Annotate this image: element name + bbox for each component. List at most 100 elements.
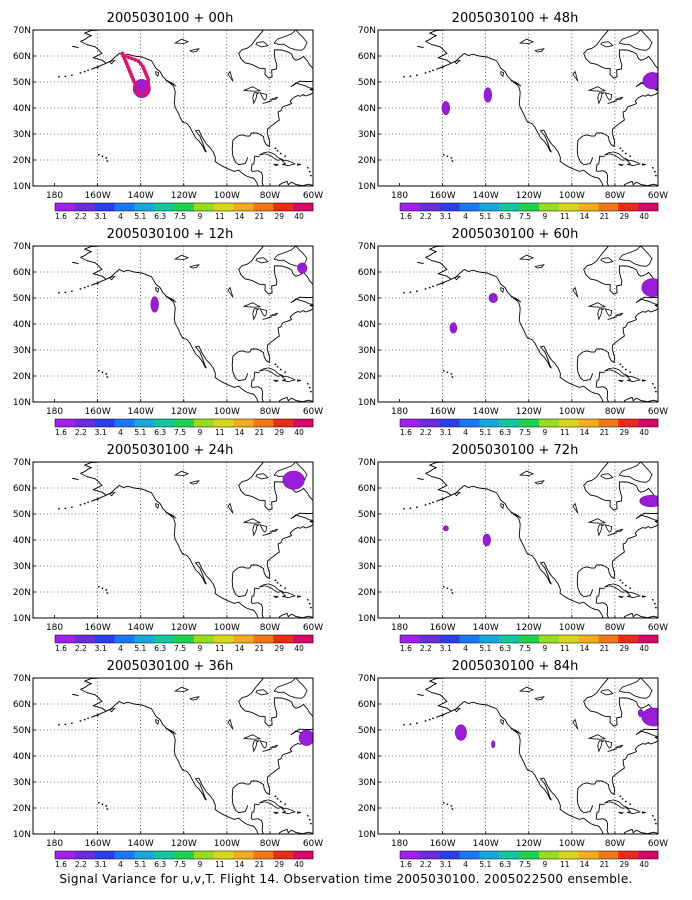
colorbar-label: 14	[580, 212, 590, 221]
colorbar-swatch	[400, 203, 421, 211]
island-dot	[624, 368, 627, 371]
colorbar-label: 11	[215, 644, 225, 653]
observation-marker	[138, 61, 143, 66]
island-dot	[655, 390, 657, 393]
colorbar-swatch	[55, 851, 76, 859]
coastline	[250, 371, 265, 402]
colorbar-label: 6.3	[499, 644, 511, 653]
island-dot	[441, 714, 444, 717]
colorbar-swatch	[618, 635, 639, 643]
coastline	[273, 379, 280, 382]
island-dot	[284, 155, 286, 157]
colorbar-label: 29	[619, 428, 629, 437]
coastline	[453, 275, 461, 281]
coastline	[425, 30, 445, 42]
island-dot	[629, 803, 631, 805]
colorbar-swatch	[459, 635, 480, 643]
island-dot	[441, 282, 444, 285]
colorbar-swatch	[74, 851, 95, 859]
lat-tick-label: 30N	[358, 346, 376, 356]
island-dot	[432, 717, 434, 719]
colorbar-label: 4	[118, 860, 123, 869]
colorbar-swatch	[273, 851, 294, 859]
lon-tick-label: 120W	[171, 839, 197, 849]
colorbar-label: 40	[639, 428, 649, 437]
panel-title: 2005030100 + 12h	[107, 227, 234, 242]
island-dot	[105, 589, 108, 591]
colorbar-swatch	[114, 635, 135, 643]
lat-tick-label: 10N	[358, 398, 376, 408]
lon-tick-label: 60W	[303, 407, 323, 417]
colorbar-label: 14	[580, 860, 590, 869]
island-dot	[106, 160, 109, 162]
lat-tick-label: 60N	[13, 484, 31, 494]
island-dot	[83, 718, 86, 721]
island-dot	[655, 606, 657, 609]
island-dot	[403, 76, 405, 78]
colorbar-swatch	[273, 419, 294, 427]
panel-title: 2005030100 + 60h	[452, 227, 579, 242]
colorbar-frame	[399, 850, 659, 860]
coastline	[518, 686, 535, 692]
colorbar-swatch	[538, 419, 560, 427]
coastline	[453, 491, 461, 497]
lon-tick-label: 120W	[171, 623, 197, 633]
colorbar-label: 9	[542, 860, 547, 869]
island-dot	[97, 154, 100, 156]
island-dot	[621, 798, 624, 800]
island-dot	[274, 147, 277, 149]
colorbar-swatch	[193, 851, 215, 859]
colorbar-label: 3.1	[95, 428, 107, 437]
colorbar-swatch	[638, 419, 659, 427]
colorbar-label: 11	[560, 212, 570, 221]
colorbar-swatch	[94, 419, 115, 427]
island-dot	[416, 74, 418, 76]
colorbar-swatch	[94, 635, 115, 643]
panel-title: 2005030100 + 00h	[107, 11, 234, 26]
colorbar-swatch	[134, 203, 155, 211]
lon-tick-label: 60W	[303, 191, 323, 201]
map-area	[378, 462, 658, 618]
coastline	[500, 503, 505, 510]
island-dot	[87, 501, 89, 503]
variance-blob	[488, 293, 498, 303]
lon-tick-label: 160W	[430, 623, 456, 633]
lat-tick-label: 10N	[358, 182, 376, 192]
variance-blob	[455, 724, 467, 741]
coastline	[80, 678, 100, 690]
lat-tick-label: 20N	[358, 588, 376, 598]
colorbar-label: 4	[118, 428, 123, 437]
observation-marker	[139, 93, 144, 97]
colorbar-swatch	[134, 635, 155, 643]
coastline	[518, 470, 535, 476]
coastline	[80, 40, 313, 186]
colorbar-swatch	[538, 203, 560, 211]
coastline	[604, 740, 613, 749]
map-panel: 2005030100 + 72h 70N 60N 50N 40N 30N 20N 10N 180…	[358, 443, 668, 653]
coastline	[255, 473, 269, 480]
coastline	[273, 678, 308, 699]
island-dot	[64, 75, 67, 77]
coastline	[618, 462, 653, 483]
colorbar-swatch	[638, 203, 659, 211]
lat-tick-label: 40N	[358, 752, 376, 762]
colorbar-swatch	[55, 203, 76, 211]
colorbar-label: 1.6	[400, 428, 412, 437]
coastline	[618, 811, 625, 814]
colorbar-swatch	[578, 851, 599, 859]
lon-tick-label: 140W	[128, 623, 154, 633]
coastline	[309, 304, 313, 308]
lat-tick-label: 10N	[358, 830, 376, 840]
coastline	[618, 595, 625, 598]
lon-tick-label: 80W	[605, 839, 625, 849]
colorbar-label: 7.5	[519, 644, 531, 653]
coastline	[242, 518, 262, 524]
colorbar-label: 21	[600, 860, 610, 869]
coastline	[618, 379, 625, 382]
colorbar-label: 29	[274, 644, 284, 653]
lon-tick-label: 120W	[516, 191, 542, 201]
colorbar-label: 1.6	[55, 428, 67, 437]
island-dot	[64, 507, 67, 509]
island-dot	[101, 155, 104, 158]
colorbar-swatch	[74, 635, 95, 643]
